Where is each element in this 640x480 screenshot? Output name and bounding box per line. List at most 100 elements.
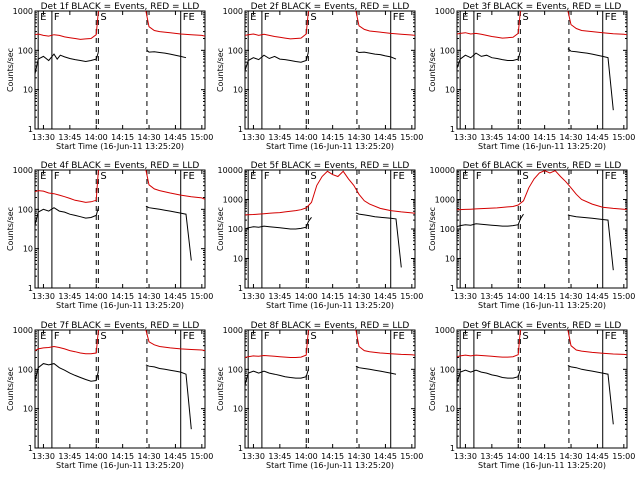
event-marker-label: F [54,12,60,23]
x-tick-label: 13:30 [242,452,265,461]
y-tick-label: 100 [440,46,455,55]
y-tick-label: 1000 [435,326,455,335]
plot-frame [456,10,628,130]
lld-series-line [34,10,99,40]
event-marker-label: E [250,12,256,23]
event-marker-label: FE [393,171,405,182]
x-tick-label: 14:00 [85,452,108,461]
x-axis-label: Start Time (16-Jun-11 13:25:20) [478,301,606,310]
x-tick-label: 14:15 [111,133,134,142]
x-tick-label: 14:00 [507,133,530,142]
panel-title: Det 7f BLACK = Events, RED = LLD [41,321,200,331]
y-tick-label: 10 [23,405,33,414]
y-tick-label: 1000 [13,326,33,335]
event-marker-label: E [462,12,468,23]
panel-title: Det 6f BLACK = Events, RED = LLD [463,161,622,171]
x-tick-label: 13:45 [58,292,81,301]
lld-series-line [244,10,309,40]
event-marker-label: F [476,171,482,182]
event-marker-label: S [522,12,528,23]
x-tick-label: 14:15 [321,292,344,301]
y-tick-label: 1 [28,125,33,134]
y-tick-label: 100 [228,365,243,374]
event-marker-label: E [250,331,256,342]
x-axis-label: Start Time (16-Jun-11 13:25:20) [478,142,606,151]
y-tick-label: 100 [18,365,33,374]
y-tick-label: 1 [238,125,243,134]
x-tick-label: 14:30 [348,133,371,142]
x-tick-label: 14:00 [85,133,108,142]
x-axis-label: Start Time (16-Jun-11 13:25:20) [56,461,184,470]
event-marker-label: E [462,331,468,342]
event-marker-label: F [54,171,60,182]
x-tick-label: 14:45 [164,133,187,142]
x-axis-label: Start Time (16-Jun-11 13:25:20) [478,461,606,470]
x-tick-label: 13:45 [268,292,291,301]
y-axis-label: Counts/sec [216,207,225,251]
x-tick-label: 13:30 [32,133,55,142]
x-tick-label: 14:30 [560,292,583,301]
events-series-line [355,212,402,268]
event-marker-label: F [264,12,270,23]
chart-panel: Det 3f BLACK = Events, RED = LLD 1 10 100 10… [428,2,635,151]
chart-panel: Det 8f BLACK = Events, RED = LLD 1 10 100 10… [216,321,423,470]
y-tick-label: 10 [445,86,455,95]
events-series-line [34,51,99,75]
panel-title: Det 3f BLACK = Events, RED = LLD [463,2,622,12]
x-tick-label: 15:00 [400,452,423,461]
y-axis-label: Counts/sec [428,367,437,411]
event-marker-label: FE [393,12,405,23]
x-tick-label: 13:30 [454,133,477,142]
x-tick-label: 13:45 [480,452,503,461]
y-tick-label: 100 [440,365,455,374]
plot-frame [456,329,628,449]
chart-panel: Det 1f BLACK = Events, RED = LLD 1 10 100 10… [6,2,213,151]
event-marker-label: E [40,12,46,23]
x-tick-label: 13:30 [32,292,55,301]
event-marker-label: E [250,171,256,182]
events-series-line [456,51,521,69]
y-tick-label: 10000 [430,166,455,175]
y-tick-label: 100 [18,205,33,214]
event-marker-label: F [264,331,270,342]
y-tick-label: 1000 [13,7,33,16]
chart-panel: Det 2f BLACK = Events, RED = LLD 1 10 100 10… [216,2,423,151]
lld-series-line [456,170,628,211]
x-tick-label: 14:15 [321,452,344,461]
event-marker-label: FE [605,12,617,23]
x-tick-label: 14:30 [138,292,161,301]
lld-series-line [34,329,99,355]
x-tick-label: 13:45 [480,292,503,301]
x-tick-label: 15:00 [612,133,635,142]
x-tick-label: 14:45 [374,452,397,461]
y-tick-label: 10 [23,245,33,254]
events-series-line [244,51,309,72]
lld-series-line [34,169,99,203]
y-tick-label: 10000 [218,166,243,175]
y-axis-label: Counts/sec [6,207,15,251]
event-marker-label: FE [183,171,195,182]
panel-title: Det 2f BLACK = Events, RED = LLD [251,2,410,12]
lld-series-line [145,329,206,352]
x-tick-label: 14:30 [560,452,583,461]
y-tick-label: 1 [450,125,455,134]
chart-panel: Det 6f BLACK = Events, RED = LLD 1 10 100 10… [428,161,635,310]
plot-frame [244,329,416,449]
x-tick-label: 13:45 [480,133,503,142]
y-tick-label: 10 [23,86,33,95]
x-tick-label: 14:45 [374,133,397,142]
x-tick-label: 14:15 [111,292,134,301]
lld-series-line [244,329,309,358]
x-tick-label: 14:45 [586,452,609,461]
event-marker-label: E [40,331,46,342]
y-axis-label: Counts/sec [6,48,15,92]
lld-series-line [456,10,521,39]
panel-title: Det 4f BLACK = Events, RED = LLD [41,161,200,171]
x-tick-label: 14:00 [295,452,318,461]
plot-frame [34,329,206,449]
x-tick-label: 13:45 [268,133,291,142]
y-tick-label: 1000 [223,196,243,205]
events-series-line [146,49,187,59]
x-tick-label: 14:30 [348,452,371,461]
y-tick-label: 1000 [223,326,243,335]
